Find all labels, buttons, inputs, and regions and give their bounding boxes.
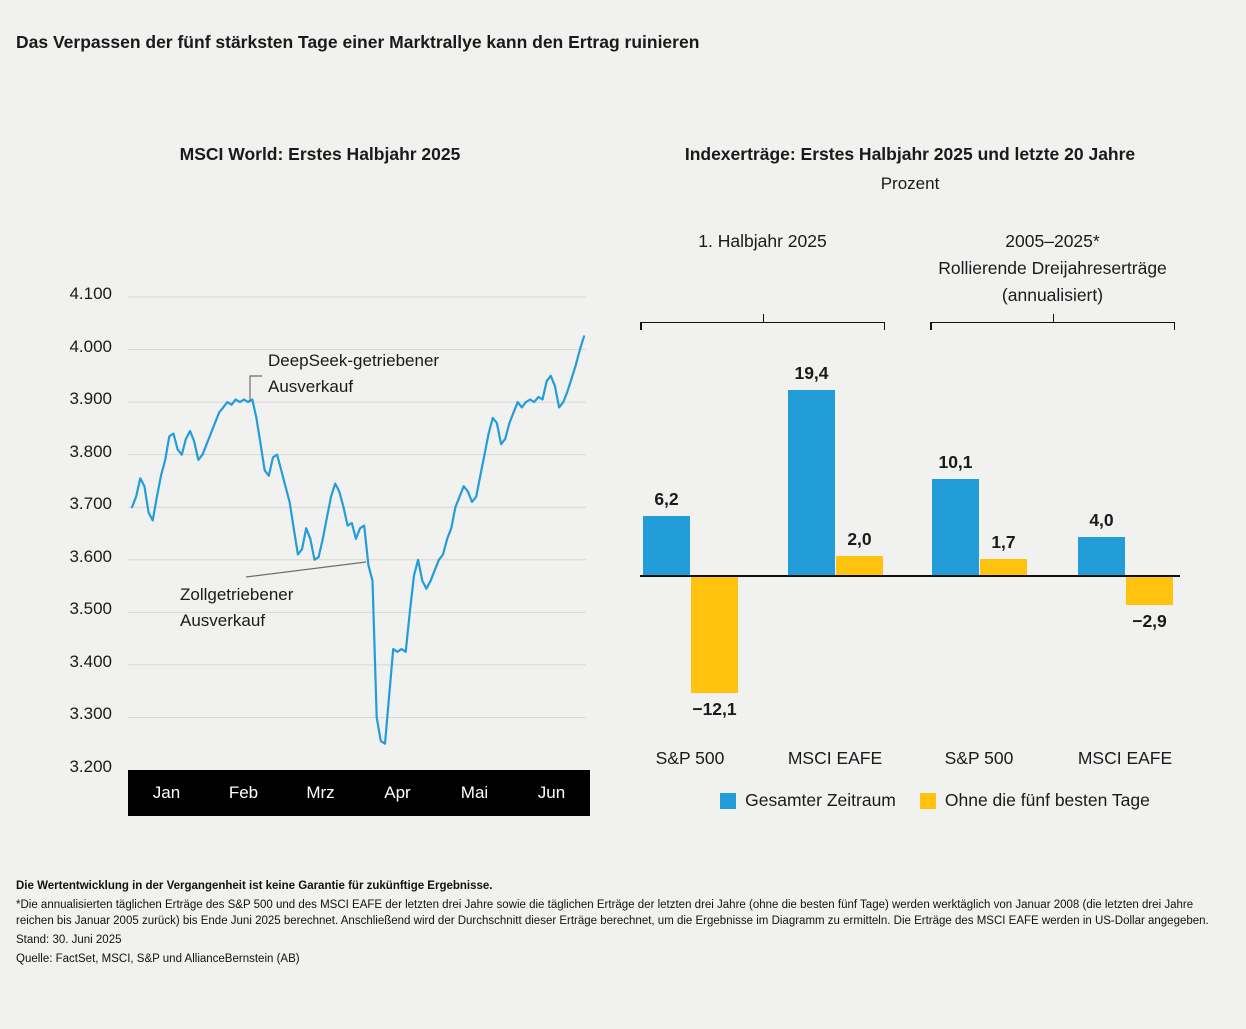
bar-value-label: 1,7 — [991, 531, 1016, 552]
line-chart-title: MSCI World: Erstes Halbjahr 2025 — [179, 144, 461, 164]
legend-label-total: Gesamter Zeitraum — [745, 790, 896, 810]
line-chart-msci-world: MSCI World: Erstes Halbjahr 2025 4.100 4.… — [40, 140, 600, 830]
bar-value-label: −12,1 — [692, 698, 737, 719]
bar-total-0 — [643, 515, 690, 575]
bar-value-label: 4,0 — [1089, 509, 1114, 530]
y-axis-label: 3.600 — [69, 546, 112, 566]
legend-swatch-total — [720, 792, 737, 809]
y-axis-label: 3.900 — [69, 389, 112, 409]
y-axis-label: 4.100 — [69, 284, 112, 303]
group-bracket-right — [930, 314, 1175, 331]
annotation-line: Ausverkauf — [180, 611, 266, 630]
y-axis-label: 3.200 — [69, 757, 112, 776]
category-label: MSCI EAFE — [1077, 748, 1173, 768]
bar-total-2 — [932, 478, 979, 575]
footer: Die Wertentwicklung in der Vergangenheit… — [16, 878, 1232, 969]
bar-ex5days-2 — [980, 558, 1027, 575]
bracket-tick — [762, 314, 764, 322]
group-bracket-left — [640, 314, 885, 331]
bar-value-label: 2,0 — [847, 528, 872, 549]
month-label: Jan — [152, 783, 181, 802]
bar-ex5days-0 — [691, 577, 738, 693]
annotation-tariff-selloff: Zollgetriebener Ausverkauf — [180, 582, 293, 634]
footnote: *Die annualisierten täglichen Erträge de… — [16, 898, 1209, 928]
bar-value-label: 19,4 — [794, 362, 829, 383]
month-label: Mai — [460, 783, 489, 802]
month-label: Mrz — [306, 783, 335, 802]
bar-ex5days-1 — [836, 555, 883, 575]
category-label: S&P 500 — [944, 748, 1014, 768]
y-axis-label: 3.700 — [69, 494, 112, 514]
bar-value-label: −2,9 — [1132, 610, 1167, 631]
y-axis-labels: 4.100 4.000 3.900 3.800 3.700 3.600 3.500 3.400… — [40, 140, 120, 830]
y-axis-label: 3.500 — [69, 599, 112, 619]
as-of-date: Stand: 30. Juni 2025 — [16, 934, 122, 947]
page-title: Das Verpassen der fünf stärksten Tage ei… — [16, 32, 700, 52]
bar-total-1 — [788, 389, 835, 575]
annotation-leader-tariff — [245, 561, 367, 578]
group-label-line: 2005–2025* — [1005, 231, 1100, 251]
group-label-1h2025: 1. Halbjahr 2025 — [640, 228, 885, 255]
annotation-line: Ausverkauf — [268, 377, 354, 396]
y-axis-label: 4.000 — [69, 336, 112, 356]
annotation-leader-deepseek — [249, 375, 262, 402]
y-axis-label: 3.300 — [69, 704, 112, 724]
x-axis-months: Jan Feb Mrz Apr Mai Jun — [128, 770, 590, 816]
legend: Gesamter Zeitraum Ohne die fünf besten T… — [655, 790, 1215, 811]
annotation-line: DeepSeek-getriebener — [268, 351, 440, 370]
msci-world-line — [130, 335, 586, 745]
bar-total-3 — [1078, 536, 1125, 575]
legend-swatch-ex5days — [919, 792, 936, 809]
month-label: Jun — [537, 783, 566, 802]
source: Quelle: FactSet, MSCI, S&P und AllianceB… — [16, 952, 300, 965]
legend-label-ex5days: Ohne die fünf besten Tage — [944, 790, 1150, 810]
group-label-line: (annualisiert) — [1001, 285, 1104, 305]
annotation-line: Zollgetriebener — [180, 585, 294, 604]
month-label: Feb — [228, 783, 259, 802]
bars-area: 6,2 −12,1 S&P 500 19,4 2,0 MSCI EAFE 10,1 1,7 S&… — [610, 140, 1210, 830]
bar-chart-title: Indexerträge: Erstes Halbjahr 2025 und l… — [684, 144, 1136, 164]
group-label-line: 1. Halbjahr 2025 — [698, 231, 827, 251]
disclaimer: Die Wertentwicklung in der Vergangenheit… — [16, 880, 493, 892]
y-axis-label: 3.800 — [69, 441, 112, 461]
bar-ex5days-3 — [1126, 577, 1173, 605]
group-label-2005-2025: 2005–2025* Rollierende Dreijahreserträge… — [930, 228, 1175, 309]
month-label: Apr — [384, 783, 411, 802]
annotation-deepseek-selloff: DeepSeek-getriebener Ausverkauf — [268, 348, 439, 400]
bar-chart-index-returns: Indexerträge: Erstes Halbjahr 2025 und l… — [610, 140, 1210, 830]
line-plot — [128, 296, 586, 745]
bar-value-label: 10,1 — [938, 451, 973, 472]
y-axis-label: 3.400 — [69, 651, 112, 671]
group-label-line: Rollierende Dreijahreserträge — [938, 258, 1167, 278]
category-label: S&P 500 — [655, 748, 725, 768]
bracket-tick — [1052, 314, 1054, 322]
x-axis-line — [640, 575, 1180, 577]
bar-value-label: 6,2 — [654, 488, 679, 509]
category-label: MSCI EAFE — [787, 748, 883, 768]
gridlines — [128, 296, 586, 718]
bar-chart-subtitle: Prozent — [880, 174, 940, 193]
